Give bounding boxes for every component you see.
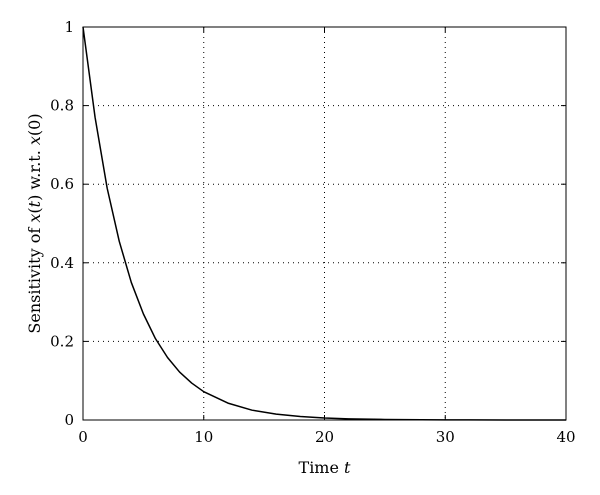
y-axis-label-part-6: (0) <box>25 113 44 136</box>
grid-lines <box>83 27 566 420</box>
x-tick-label: 30 <box>436 428 455 446</box>
y-tick-label: 0.2 <box>50 332 74 350</box>
y-axis-label-part-0: Sensitivity of <box>25 223 44 334</box>
tick-labels: 0 10 20 30 40 0 0.2 0.4 0.6 0.8 1 <box>50 18 575 446</box>
y-tick-label: 0.4 <box>50 254 74 272</box>
plot-frame <box>82 26 567 421</box>
y-axis-label-part-5: x <box>25 136 44 145</box>
series-line <box>82 26 567 421</box>
series-layer <box>82 26 567 421</box>
y-tick-label: 1 <box>64 18 74 36</box>
y-tick-label: 0.6 <box>50 175 74 193</box>
x-axis-label-var: t <box>344 458 351 477</box>
x-tick-label: 40 <box>556 428 575 446</box>
y-axis-label-part-2: ( <box>25 207 44 213</box>
y-axis-label-part-4: ) w.r.t. <box>25 145 44 201</box>
y-axis-label-part-3: t <box>25 200 44 207</box>
x-axis-label-text: Time <box>299 458 339 477</box>
x-tick-label: 10 <box>194 428 213 446</box>
x-axis-label: Time t <box>299 458 352 477</box>
y-tick-label: 0.8 <box>50 97 74 115</box>
x-tick-label: 0 <box>78 428 88 446</box>
tick-marks <box>82 26 567 421</box>
y-axis-label: Sensitivity of x(t) w.r.t. x(0) <box>25 113 44 333</box>
y-axis-label-part-1: x <box>25 214 44 223</box>
y-tick-label: 0 <box>64 411 74 429</box>
x-tick-label: 20 <box>315 428 334 446</box>
